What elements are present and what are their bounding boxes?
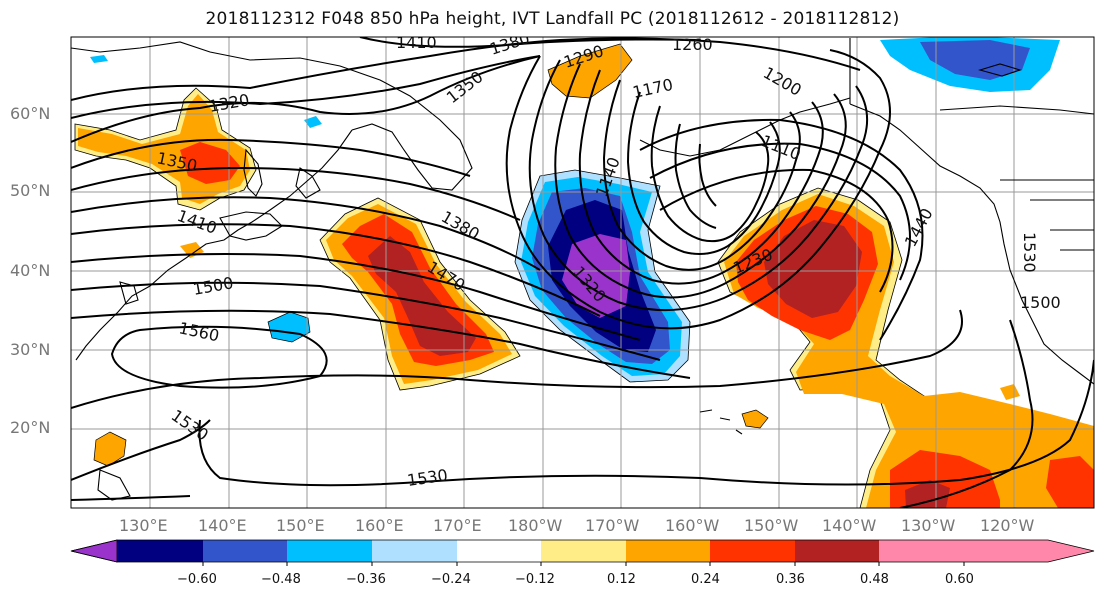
- contour-label-1410-n: 1410: [396, 33, 437, 52]
- fill-p048-ep: [764, 220, 862, 318]
- colorbar-extend-max: [964, 540, 1094, 562]
- colorbar-ticks: [202, 562, 965, 566]
- fill-n024-dot: [90, 55, 108, 63]
- lat-label-20n: 20°N: [10, 418, 51, 437]
- height-contours: [71, 37, 1094, 508]
- colorbar-tick-label-6: 0.12: [607, 572, 636, 587]
- colorbar-swatch-1: [117, 540, 203, 562]
- fill-p024-sw: [93, 431, 127, 467]
- colorbar: [70, 539, 1095, 566]
- colorbar-tick-label-7: 0.24: [691, 572, 720, 587]
- contour-label-1500-e: 1500: [1020, 293, 1061, 312]
- fill-n036-small-canada: [920, 40, 1030, 80]
- colorbar-swatch-2: [203, 540, 287, 562]
- lon-label-170e: 170°E: [433, 516, 482, 535]
- colorbar-tick-label-5: −0.12: [515, 572, 555, 587]
- colorbar-tick-label-2: −0.48: [261, 572, 301, 587]
- lon-label-120w: 120°W: [980, 516, 1035, 535]
- colorbar-swatch-5: [457, 540, 541, 562]
- fill-p036-asia: [180, 142, 240, 184]
- colorbar-extend-min: [70, 539, 118, 563]
- fill-p024-small-2: [1000, 384, 1020, 400]
- lon-label-140e: 140°E: [198, 516, 247, 535]
- map-frame: [70, 36, 1095, 509]
- fill-p048-wp: [368, 236, 476, 356]
- negative-anomaly-region: [90, 37, 1060, 383]
- lat-label-40n: 40°N: [10, 261, 51, 280]
- lon-label-160e: 160°E: [355, 516, 404, 535]
- lat-label-30n: 30°N: [10, 340, 51, 359]
- colorbar-tick-label-9: 0.48: [860, 572, 889, 587]
- positive-anomaly-region-west-pacific: [319, 197, 521, 391]
- lon-label-140w: 140°W: [822, 516, 877, 535]
- lon-label-150e: 150°E: [276, 516, 325, 535]
- fill-p036-ep-south2: [1046, 456, 1094, 508]
- colorbar-swatch-6: [541, 540, 626, 562]
- coastlines: [71, 38, 1094, 501]
- fill-n024-dot2: [304, 116, 322, 128]
- colorbar-tick-label-1: −0.60: [177, 572, 217, 587]
- colorbar-tick-label-10: 0.60: [945, 572, 974, 587]
- lat-label-50n: 50°N: [10, 181, 51, 200]
- lon-label-160w: 160°W: [665, 516, 720, 535]
- colorbar-swatch-4: [372, 540, 457, 562]
- lon-label-150w: 150°W: [744, 516, 799, 535]
- map-area: 1410 1380 1290 1260 1200 1170 1350 1320 …: [71, 33, 1094, 508]
- lon-label-130e: 130°E: [119, 516, 168, 535]
- fill-p048-ep-south: [905, 480, 950, 508]
- colorbar-swatch-10: [879, 540, 964, 562]
- colorbar-swatch-3: [287, 540, 372, 562]
- lat-label-60n: 60°N: [10, 104, 51, 123]
- map-title: 2018112312 F048 850 hPa height, IVT Land…: [205, 9, 900, 29]
- colorbar-swatch-7: [626, 540, 710, 562]
- colorbar-swatch-9: [795, 540, 879, 562]
- lon-label-180w: 180°W: [508, 516, 563, 535]
- colorbar-tick-label-4: −0.24: [431, 572, 471, 587]
- fill-p024-small-1: [741, 409, 769, 429]
- fill-p024-alaska: [547, 43, 633, 99]
- lon-label-170w: 170°W: [585, 516, 640, 535]
- lon-label-130w: 130°W: [901, 516, 956, 535]
- contour-label-1530-e: 1530: [1020, 232, 1039, 273]
- colorbar-tick-label-3: −0.36: [346, 572, 386, 587]
- colorbar-outline: [70, 539, 1095, 563]
- colorbar-tick-label-8: 0.36: [776, 572, 805, 587]
- positive-anomaly-region-asia: [74, 43, 633, 467]
- colorbar-swatch-8: [710, 540, 795, 562]
- contour-label-1260: 1260: [672, 35, 713, 54]
